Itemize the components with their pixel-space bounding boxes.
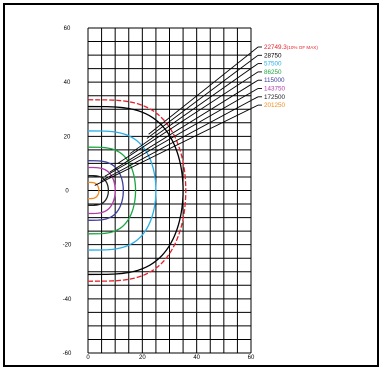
legend-label: 201250	[264, 102, 286, 109]
y-tick-label: 40	[64, 80, 71, 86]
legend-label: 172500	[264, 94, 286, 101]
leader-line	[104, 88, 259, 177]
chart-frame	[3, 3, 379, 367]
y-tick-label: 0	[65, 189, 69, 195]
contour-line	[87, 99, 187, 282]
x-tick-label: 0	[86, 355, 90, 361]
legend-label: 86250	[264, 69, 282, 76]
contour-line	[87, 146, 137, 235]
leader-line	[148, 46, 259, 135]
leader-line	[109, 79, 259, 173]
legend-label: 57500	[264, 61, 282, 68]
leader-line	[117, 71, 259, 165]
contour-line	[87, 160, 124, 221]
leader-line	[94, 104, 259, 186]
contour-line	[87, 181, 100, 200]
x-tick-label: 60	[248, 355, 255, 361]
legend-label: 22749.3(10% OF MAX)	[264, 44, 318, 51]
y-tick-label: -60	[63, 351, 72, 357]
legend-label: 115000	[264, 77, 285, 84]
leader-line	[100, 96, 259, 182]
leader-line	[129, 63, 259, 154]
y-tick-label: -40	[63, 297, 72, 303]
leader-line	[146, 54, 259, 139]
y-tick-label: 60	[64, 26, 71, 32]
contour-line	[87, 105, 184, 276]
y-tick-label: -20	[63, 243, 72, 249]
y-tick-label: 20	[64, 134, 71, 140]
legend-label-suffix: (10% OF MAX)	[287, 45, 319, 50]
contour-line	[87, 166, 116, 215]
legend-label: 28750	[264, 52, 282, 59]
contour-line	[87, 174, 110, 207]
contour-line	[87, 130, 157, 251]
x-tick-label: 20	[139, 355, 146, 361]
legend-label: 143750	[264, 86, 286, 93]
x-tick-label: 40	[193, 355, 200, 361]
